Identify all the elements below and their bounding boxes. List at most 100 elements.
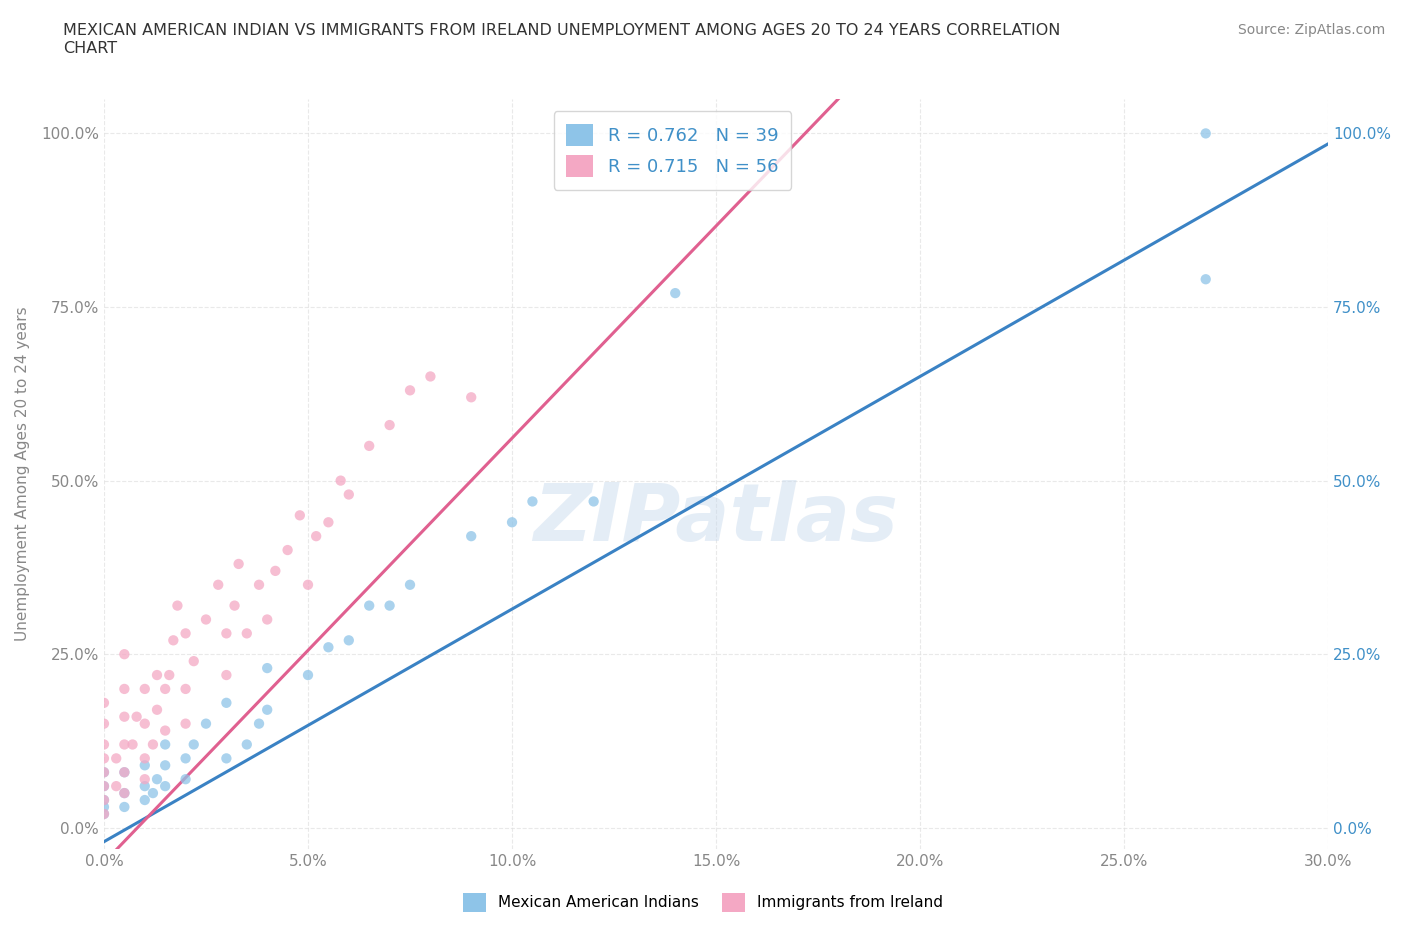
Point	[112, 786, 135, 801]
Point	[112, 710, 135, 724]
Point	[460, 390, 482, 405]
Point	[215, 696, 238, 711]
Point	[501, 515, 523, 530]
Point	[378, 418, 401, 432]
Point	[134, 778, 156, 793]
Point	[183, 654, 205, 669]
Point	[297, 578, 319, 592]
Point	[195, 612, 218, 627]
Point	[157, 668, 180, 683]
Point	[247, 578, 270, 592]
Point	[93, 764, 115, 779]
Point	[378, 598, 401, 613]
Point	[215, 668, 238, 683]
Point	[153, 737, 176, 752]
Point	[93, 792, 115, 807]
Y-axis label: Unemployment Among Ages 20 to 24 years: Unemployment Among Ages 20 to 24 years	[15, 306, 30, 641]
Point	[112, 786, 135, 801]
Point	[329, 473, 352, 488]
Point	[174, 772, 197, 787]
Point	[264, 564, 287, 578]
Point	[236, 626, 259, 641]
Point	[582, 494, 605, 509]
Point	[112, 646, 135, 661]
Point	[121, 737, 143, 752]
Point	[228, 556, 250, 571]
Point	[112, 764, 135, 779]
Point	[153, 758, 176, 773]
Point	[93, 764, 115, 779]
Point	[419, 369, 441, 384]
Point	[105, 778, 128, 793]
Point	[112, 764, 135, 779]
Point	[183, 737, 205, 752]
Point	[93, 737, 115, 752]
Point	[256, 660, 278, 675]
Point	[399, 578, 422, 592]
Point	[112, 737, 135, 752]
Point	[93, 806, 115, 821]
Point	[1195, 126, 1218, 140]
Point	[146, 772, 169, 787]
Point	[93, 800, 115, 815]
Text: MEXICAN AMERICAN INDIAN VS IMMIGRANTS FROM IRELAND UNEMPLOYMENT AMONG AGES 20 TO: MEXICAN AMERICAN INDIAN VS IMMIGRANTS FR…	[63, 23, 1060, 56]
Point	[359, 598, 381, 613]
Point	[134, 682, 156, 697]
Point	[93, 716, 115, 731]
Point	[1195, 272, 1218, 286]
Point	[337, 633, 360, 648]
Point	[162, 633, 184, 648]
Point	[134, 772, 156, 787]
Point	[142, 737, 165, 752]
Point	[153, 778, 176, 793]
Point	[318, 640, 340, 655]
Point	[134, 792, 156, 807]
Point	[174, 682, 197, 697]
Point	[146, 668, 169, 683]
Point	[359, 438, 381, 453]
Point	[153, 724, 176, 738]
Legend: Mexican American Indians, Immigrants from Ireland: Mexican American Indians, Immigrants fro…	[457, 887, 949, 918]
Point	[112, 682, 135, 697]
Point	[224, 598, 246, 613]
Point	[297, 668, 319, 683]
Point	[105, 751, 128, 765]
Point	[166, 598, 188, 613]
Point	[288, 508, 311, 523]
Point	[134, 751, 156, 765]
Point	[460, 529, 482, 544]
Legend: R = 0.762   N = 39, R = 0.715   N = 56: R = 0.762 N = 39, R = 0.715 N = 56	[554, 112, 792, 190]
Point	[134, 758, 156, 773]
Point	[207, 578, 229, 592]
Point	[93, 751, 115, 765]
Point	[337, 487, 360, 502]
Point	[174, 716, 197, 731]
Point	[318, 515, 340, 530]
Text: ZIPatlas: ZIPatlas	[533, 480, 898, 558]
Text: Source: ZipAtlas.com: Source: ZipAtlas.com	[1237, 23, 1385, 37]
Point	[256, 702, 278, 717]
Point	[93, 778, 115, 793]
Point	[305, 529, 328, 544]
Point	[93, 806, 115, 821]
Point	[522, 494, 544, 509]
Point	[399, 383, 422, 398]
Point	[195, 716, 218, 731]
Point	[142, 786, 165, 801]
Point	[174, 626, 197, 641]
Point	[236, 737, 259, 752]
Point	[112, 800, 135, 815]
Point	[277, 542, 299, 557]
Point	[93, 792, 115, 807]
Point	[93, 696, 115, 711]
Point	[256, 612, 278, 627]
Point	[215, 751, 238, 765]
Point	[125, 710, 148, 724]
Point	[247, 716, 270, 731]
Point	[146, 702, 169, 717]
Point	[215, 626, 238, 641]
Point	[93, 778, 115, 793]
Point	[664, 286, 686, 300]
Point	[153, 682, 176, 697]
Point	[134, 716, 156, 731]
